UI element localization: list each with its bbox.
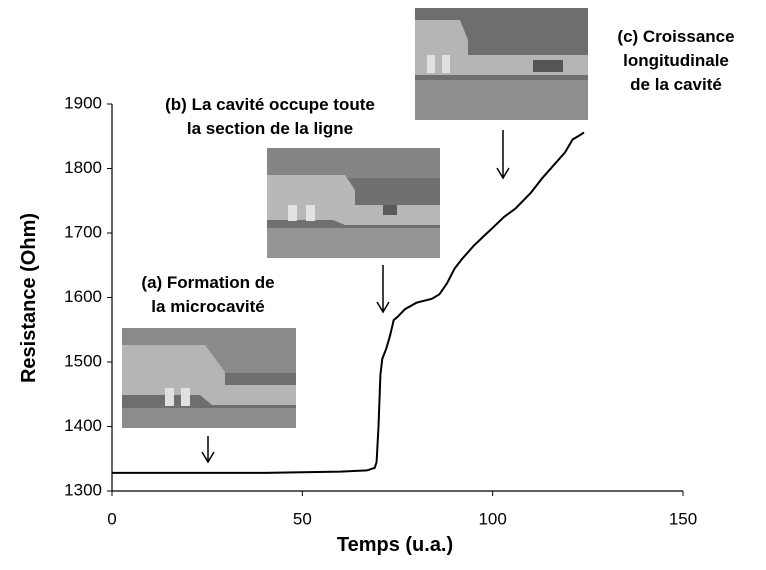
y-tick-label: 1800 bbox=[64, 158, 102, 177]
annotation: (b) La cavité occupe toute bbox=[165, 95, 375, 114]
x-axis-label: Temps (u.a.) bbox=[337, 534, 453, 556]
sem-image-a bbox=[122, 328, 296, 428]
y-axis-label: Resistance (Ohm) bbox=[18, 213, 40, 383]
y-tick-label: 1600 bbox=[64, 287, 102, 306]
y-tick-label: 1500 bbox=[64, 351, 102, 370]
x-tick-label: 150 bbox=[669, 509, 697, 528]
annotation: (a) Formation de bbox=[141, 273, 274, 292]
annotation: (c) Croissance bbox=[617, 27, 734, 46]
y-tick-label: 1300 bbox=[64, 480, 102, 499]
data-line bbox=[112, 131, 585, 474]
annotation: de la cavité bbox=[630, 75, 722, 94]
annotation: la section de la ligne bbox=[187, 119, 353, 138]
x-tick-label: 50 bbox=[293, 509, 312, 528]
y-tick-label: 1400 bbox=[64, 416, 102, 435]
annotation: la microcavité bbox=[151, 297, 264, 316]
x-tick-label: 0 bbox=[107, 509, 116, 528]
y-tick-label: 1700 bbox=[64, 222, 102, 241]
arrows bbox=[201, 130, 510, 464]
sem-image-c bbox=[415, 8, 588, 120]
sem-image-b bbox=[267, 148, 440, 258]
annotation: longitudinale bbox=[623, 51, 729, 70]
y-tick-label: 1900 bbox=[64, 93, 102, 112]
x-tick-label: 100 bbox=[478, 509, 506, 528]
